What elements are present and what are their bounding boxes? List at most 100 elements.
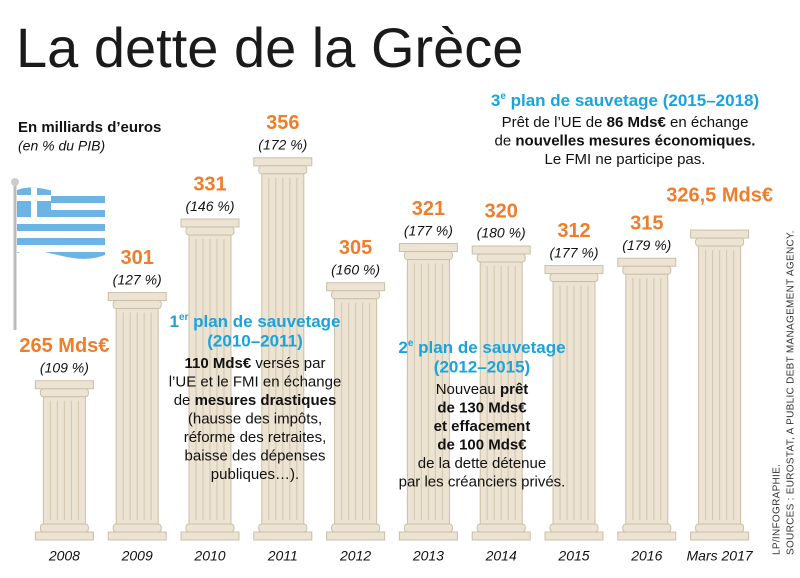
annotation-line: baisse des dépenses xyxy=(185,447,326,464)
column-base xyxy=(107,531,167,541)
column-base xyxy=(544,531,604,541)
column-capital xyxy=(180,218,240,228)
column-base xyxy=(622,523,672,533)
annotation-line: 110 Mds€ versés par xyxy=(185,355,326,372)
gdp-share-label: (109 %) xyxy=(40,359,89,375)
annotation-line: l’UE et le FMI en échange xyxy=(169,373,342,390)
column-base xyxy=(403,523,453,533)
column xyxy=(180,218,240,541)
annotation-heading: 1er plan de sauvetage xyxy=(169,312,340,331)
annotation-text: prêt xyxy=(500,381,528,398)
column-capital xyxy=(253,157,313,167)
column-capital xyxy=(112,300,162,310)
value-label: 331 xyxy=(193,173,226,195)
annotation-line: Le FMI ne participe pas. xyxy=(545,151,706,168)
x-tick-label: 2016 xyxy=(630,548,662,564)
credit: LP/INFOGRAPHIE. xyxy=(772,464,783,555)
column-capital xyxy=(549,273,599,283)
annotation-line: et effacement xyxy=(434,418,531,435)
column-capital xyxy=(476,253,526,263)
x-tick-label: 2013 xyxy=(412,548,444,564)
annotation-text: (hausse des impôts, xyxy=(188,410,322,427)
annotation-heading-text: plan de sauvetage (2015–2018) xyxy=(506,91,759,110)
column xyxy=(690,229,750,541)
gdp-share-label: (160 %) xyxy=(331,261,380,277)
column xyxy=(253,157,313,541)
column-capital xyxy=(695,237,745,247)
x-tick-label: 2008 xyxy=(48,548,80,564)
sources: SOURCES : EUROSTAT, A PUBLIC DEBT MANAGE… xyxy=(786,230,797,555)
gdp-share-label: (146 %) xyxy=(185,198,234,214)
gdp-share-label: (177 %) xyxy=(404,222,453,238)
column xyxy=(471,245,531,541)
annotation-text: par les créanciers privés. xyxy=(399,473,566,490)
column-capital xyxy=(622,265,672,275)
value-label: 356 xyxy=(266,112,299,134)
x-tick-label: Mars 2017 xyxy=(687,548,754,564)
annotation-line: par les créanciers privés. xyxy=(399,473,566,490)
gdp-share-label: (180 %) xyxy=(477,225,526,241)
annotation-suffix: e xyxy=(500,91,506,102)
annotation-line: de la dette détenue xyxy=(418,455,546,472)
gdp-share-label: (127 %) xyxy=(113,271,162,287)
annotation-text: en échange xyxy=(666,114,749,131)
annotation-line: (hausse des impôts, xyxy=(188,410,322,427)
gdp-share-label: (177 %) xyxy=(549,244,598,260)
annotation-text: 110 Mds€ xyxy=(185,355,252,372)
annotation-line: publiques…). xyxy=(211,466,299,483)
annotation-line: de 130 Mds€ xyxy=(437,399,527,416)
x-tick-label: 2009 xyxy=(121,548,153,564)
column-capital xyxy=(471,245,531,255)
annotation-heading: 2e plan de sauvetage xyxy=(398,338,565,357)
annotation-period: (2010–2011) xyxy=(207,331,302,350)
value-label: 305 xyxy=(339,237,372,259)
column-base xyxy=(39,523,89,533)
annotation-line: de nouvelles mesures économiques. xyxy=(495,132,756,149)
column-capital xyxy=(258,165,308,175)
annotation-suffix: e xyxy=(408,338,414,349)
chart-title: La dette de la Grèce xyxy=(16,16,523,79)
column-base xyxy=(476,523,526,533)
annotation-text: de 100 Mds€ xyxy=(437,436,527,453)
annotation-line: réforme des retraites, xyxy=(184,429,327,446)
value-label: 265 Mds€ xyxy=(19,335,109,357)
annotation-suffix: er xyxy=(179,312,189,323)
column-base xyxy=(112,523,162,533)
subtitle-note: (en % du PIB) xyxy=(18,138,105,154)
column-capital xyxy=(39,388,89,398)
column-capital xyxy=(185,226,235,236)
value-label: 301 xyxy=(121,247,154,269)
annotation-number: 1 xyxy=(169,312,178,331)
annotation-line: de mesures drastiques xyxy=(174,392,337,409)
column-capital xyxy=(398,243,458,253)
x-tick-label: 2015 xyxy=(557,548,589,564)
column-base xyxy=(253,531,313,541)
column-base xyxy=(326,531,386,541)
column-capital xyxy=(617,257,677,267)
annotation-text: de xyxy=(495,132,516,149)
column xyxy=(398,243,458,541)
annotation-text: baisse des dépenses xyxy=(185,447,326,464)
column-base xyxy=(180,531,240,541)
annotation-text: nouvelles mesures économiques. xyxy=(515,132,755,149)
x-tick-label: 2012 xyxy=(339,548,371,564)
x-tick-label: 2014 xyxy=(485,548,517,564)
column-base xyxy=(549,523,599,533)
gdp-share-label: (172 %) xyxy=(258,137,307,153)
value-label: 320 xyxy=(485,200,518,222)
annotation-text: réforme des retraites, xyxy=(184,429,327,446)
annotation-period: (2012–2015) xyxy=(434,357,530,376)
annotation-heading: 3e plan de sauvetage (2015–2018) xyxy=(491,91,759,110)
annotation-text: Prêt de l’UE de xyxy=(502,114,607,131)
column xyxy=(107,292,167,541)
column xyxy=(34,380,94,541)
column-base xyxy=(398,531,458,541)
annotation-text: de la dette détenue xyxy=(418,455,546,472)
annotation-text: versés par xyxy=(251,355,325,372)
column-base xyxy=(331,523,381,533)
column-capital xyxy=(403,251,453,261)
annotation-heading-text: plan de sauvetage xyxy=(188,312,340,331)
annotation-number: 3 xyxy=(491,91,500,110)
